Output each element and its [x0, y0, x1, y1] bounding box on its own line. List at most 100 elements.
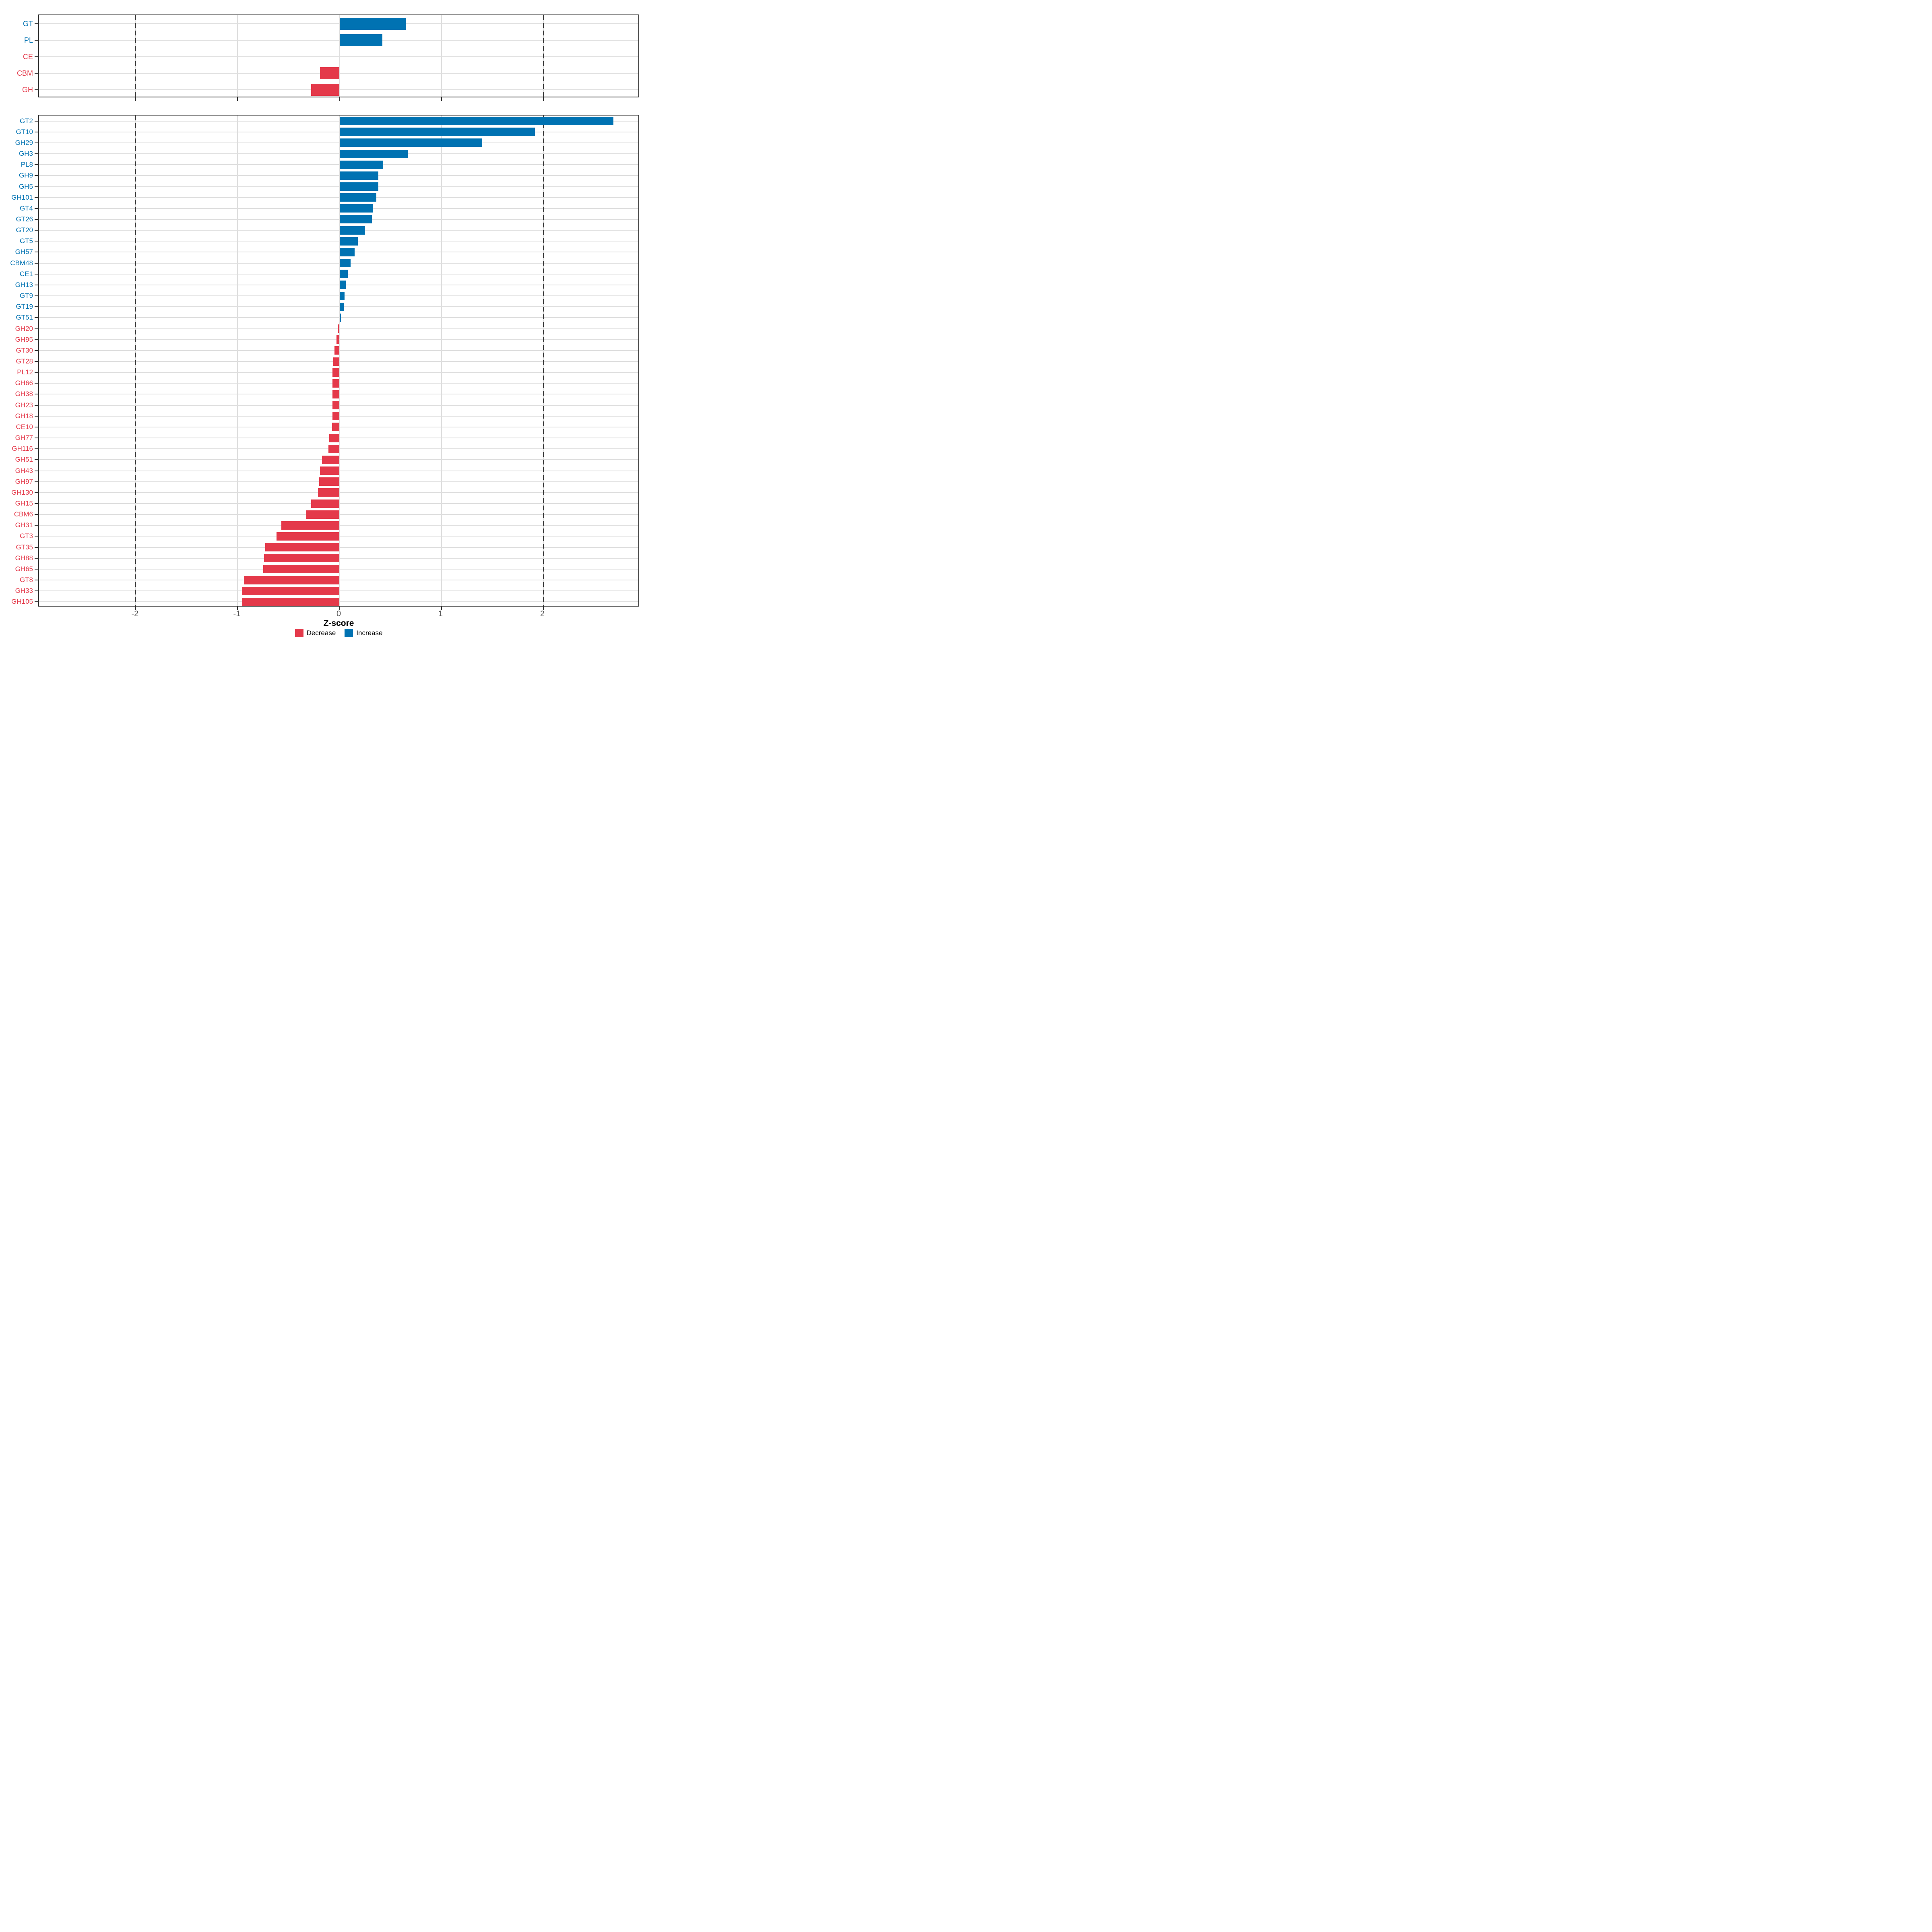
- bar-GH101: [339, 193, 376, 202]
- bar-GH20: [338, 324, 340, 333]
- y-axis-tick: [35, 481, 38, 482]
- x-axis-tick--2: [135, 607, 136, 610]
- category-label-GH77: GH77: [15, 434, 33, 442]
- y-axis-tick: [35, 120, 38, 122]
- y-axis-tick: [35, 142, 38, 143]
- category-label-CE: CE: [23, 53, 33, 61]
- gridline-y: [39, 317, 638, 318]
- bar-PL: [339, 34, 382, 46]
- gridline-y: [39, 153, 638, 155]
- bar-GT8: [244, 576, 340, 584]
- gridline-y: [39, 230, 638, 231]
- bar-GH13: [339, 281, 346, 289]
- bar-CBM6: [305, 510, 340, 519]
- x-axis-tick--1: [237, 97, 238, 101]
- category-label-GH13: GH13: [15, 281, 33, 289]
- gridline-y: [39, 208, 638, 209]
- gridline-y: [39, 241, 638, 242]
- y-axis-tick: [35, 175, 38, 176]
- y-axis-tick: [35, 525, 38, 526]
- gridline-y: [39, 56, 638, 57]
- category-label-GH38: GH38: [15, 390, 33, 398]
- bar-GT19: [339, 302, 344, 311]
- category-label-GT4: GT4: [19, 204, 33, 212]
- gridline-y: [39, 186, 638, 187]
- bar-PL12: [332, 368, 340, 377]
- y-axis-tick: [35, 230, 38, 231]
- y-axis-tick: [35, 328, 38, 329]
- bar-GT26: [339, 215, 372, 224]
- category-label-GH23: GH23: [15, 401, 33, 409]
- reference-line--2: [135, 116, 136, 606]
- y-axis-tick: [35, 186, 38, 187]
- gridline-y: [39, 273, 638, 275]
- category-label-GT5: GT5: [19, 237, 33, 245]
- bar-GT4: [339, 204, 373, 213]
- gridline-y: [39, 306, 638, 308]
- category-label-GH: GH: [22, 86, 33, 94]
- bar-CE1: [339, 270, 348, 279]
- y-axis-tick: [35, 153, 38, 155]
- category-label-CBM48: CBM48: [10, 259, 33, 267]
- category-label-GH43: GH43: [15, 466, 33, 475]
- y-axis-tick: [35, 23, 38, 24]
- y-axis-tick: [35, 372, 38, 373]
- bar-GT2: [339, 117, 614, 126]
- legend-item-decrease: Decrease: [295, 629, 336, 637]
- x-axis-tick-2: [543, 607, 544, 610]
- bar-GH33: [242, 586, 340, 595]
- gridline-y: [39, 23, 638, 24]
- bar-GH18: [332, 412, 340, 421]
- category-label-GT8: GT8: [19, 576, 33, 584]
- legend-label-decrease: Decrease: [306, 629, 336, 637]
- bar-GH31: [281, 521, 340, 530]
- bar-CBM: [320, 67, 340, 80]
- bar-GH15: [311, 499, 340, 508]
- bar-GT35: [265, 543, 340, 552]
- bar-GH116: [328, 444, 340, 453]
- category-label-CBM6: CBM6: [14, 510, 33, 518]
- category-label-CE1: CE1: [19, 270, 33, 278]
- bar-GT5: [339, 237, 358, 246]
- gridline-y: [39, 39, 638, 41]
- category-label-GT2: GT2: [19, 117, 33, 125]
- y-axis-tick: [35, 350, 38, 351]
- bar-GH3: [339, 149, 408, 158]
- gridline-x-0: [339, 116, 340, 606]
- category-label-GT28: GT28: [16, 357, 33, 365]
- y-axis-tick: [35, 241, 38, 242]
- gridline-y: [39, 262, 638, 264]
- category-label-GT30: GT30: [16, 346, 33, 354]
- category-label-CE10: CE10: [16, 423, 33, 431]
- bar-CBM48: [339, 259, 351, 268]
- gridline-y: [39, 295, 638, 297]
- y-axis-tick: [35, 295, 38, 297]
- bar-GT20: [339, 226, 365, 235]
- category-label-GT: GT: [23, 19, 33, 28]
- reference-line-2: [543, 116, 544, 606]
- reference-line--2: [135, 15, 136, 97]
- gridline-x-1: [441, 116, 442, 606]
- bar-GH23: [332, 401, 340, 410]
- bar-GH65: [263, 565, 340, 574]
- gridline-y: [39, 197, 638, 198]
- category-label-GH51: GH51: [15, 456, 33, 464]
- y-axis-tick: [35, 89, 38, 91]
- category-label-GH97: GH97: [15, 477, 33, 485]
- bar-GH66: [332, 379, 340, 388]
- x-axis-tick-2: [543, 97, 544, 101]
- y-axis-tick: [35, 164, 38, 165]
- category-label-CBM: CBM: [17, 69, 33, 78]
- y-axis-tick: [35, 547, 38, 548]
- y-axis-tick: [35, 459, 38, 460]
- x-axis-tick-1: [441, 97, 442, 101]
- category-label-GH57: GH57: [15, 248, 33, 256]
- gridline-y: [39, 164, 638, 165]
- category-label-GT51: GT51: [16, 314, 33, 322]
- bar-GH38: [332, 390, 340, 398]
- category-label-GT20: GT20: [16, 226, 33, 234]
- category-label-GT10: GT10: [16, 128, 33, 136]
- category-label-GT3: GT3: [19, 532, 33, 540]
- bar-GH: [311, 84, 340, 96]
- category-label-PL: PL: [24, 36, 33, 44]
